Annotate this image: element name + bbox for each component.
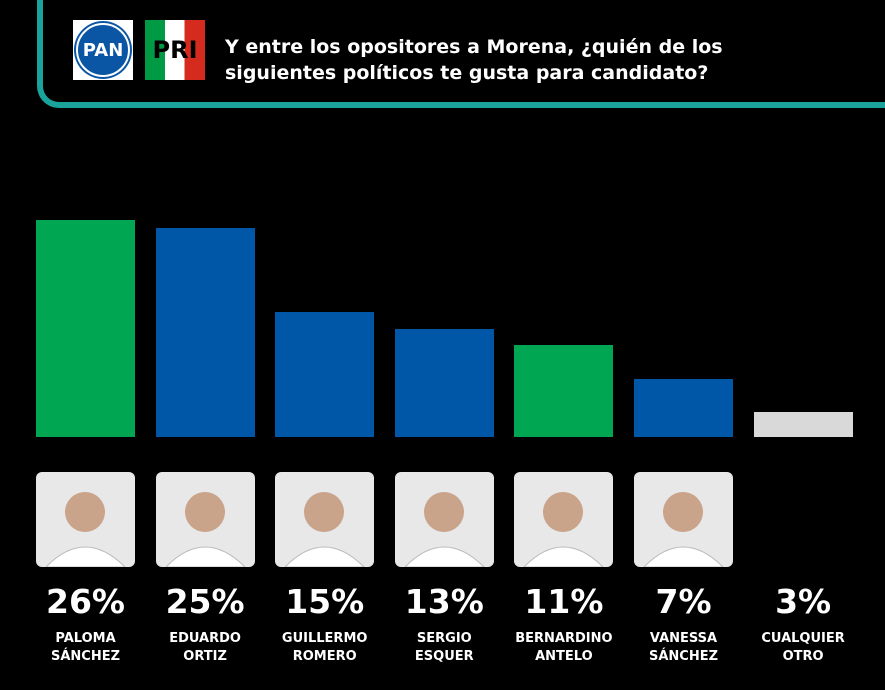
candidate-photo [155,472,255,567]
pri-logo: PRI [145,20,205,80]
value-label: 26% [46,582,125,621]
category-label: CUALQUIER OTRO [761,631,845,664]
value-label: 3% [775,582,832,621]
pri-logo-text: PRI [152,36,198,64]
pan-logo-text: PAN [76,23,130,77]
bar [514,345,614,437]
candidate-photo [514,472,614,567]
photo-silhouette [45,492,126,567]
value-label: 15% [285,582,365,621]
candidate-photo [394,472,494,567]
candidate-photo [275,472,375,567]
bar [394,328,494,437]
category-label: VANESSA SÁNCHEZ [648,631,719,664]
title: Y entre los opositores a Morena, ¿quién … [225,36,723,84]
photo-silhouette [643,492,724,567]
pan-logo: PAN [73,20,133,80]
bar [753,411,853,437]
photo-silhouette [404,492,485,567]
photo-silhouette [523,492,605,567]
category-label: SERGIO ESQUER [414,631,474,664]
bar [634,378,733,437]
value-label: 11% [524,582,604,621]
category-label: PALOMA SÁNCHEZ [50,631,121,664]
category-label: GUILLERMO ROMERO [281,631,368,664]
candidate-photo [634,472,733,567]
value-label: 13% [404,582,484,621]
photo-silhouette [284,492,365,567]
bar [275,311,375,437]
category-label: EDUARDO ORTIZ [169,631,241,664]
category-label: BERNARDINO ANTELO [515,631,613,664]
candidate-photo [36,472,135,567]
value-label: 25% [165,582,245,621]
value-label: 7% [655,582,712,621]
bar [36,220,135,437]
photo-silhouette [164,492,246,567]
header-frame [37,0,885,108]
bar [155,228,255,437]
